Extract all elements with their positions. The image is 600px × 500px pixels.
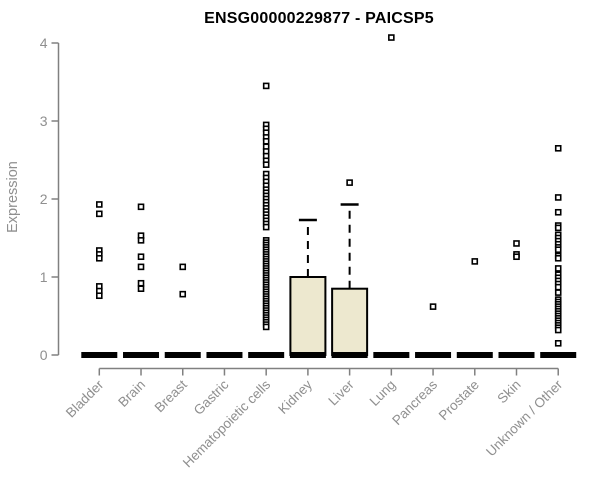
y-tick-label-1: 1 xyxy=(40,269,48,285)
data-point-hematopoietic-cells xyxy=(262,137,270,145)
data-point-breast xyxy=(179,263,187,271)
y-axis-title: Expression xyxy=(5,161,21,233)
x-tick-label-skin: Skin xyxy=(494,377,523,406)
data-point-unknown-other xyxy=(554,283,562,291)
data-point-prostate xyxy=(471,258,479,265)
data-point-liver xyxy=(346,179,353,186)
data-point-breast xyxy=(179,290,187,298)
data-point-lung xyxy=(388,34,395,41)
y-tick-label-0: 0 xyxy=(40,347,48,363)
data-point-unknown-other xyxy=(554,326,562,334)
y-tick-label-2: 2 xyxy=(40,191,48,207)
data-point-hematopoietic-cells xyxy=(262,323,270,331)
data-point-hematopoietic-cells xyxy=(262,82,270,90)
data-point-bladder xyxy=(96,254,103,262)
median-bar-gastric xyxy=(206,352,243,358)
data-point-unknown-other xyxy=(554,194,562,201)
median-bar-pancreas xyxy=(415,352,452,358)
data-point-bladder xyxy=(96,292,103,300)
chart-title: ENSG00000229877 - PAICSP5 xyxy=(204,10,434,27)
x-tick-label-liver: Liver xyxy=(325,377,357,409)
median-bar-skin xyxy=(498,352,535,358)
data-point-unknown-other xyxy=(554,208,562,216)
median-bar-liver xyxy=(331,352,368,358)
x-tick-label-brain: Brain xyxy=(115,377,148,410)
median-bar-breast xyxy=(164,352,201,358)
data-point-unknown-other xyxy=(554,265,562,272)
median-bar-kidney xyxy=(289,352,326,358)
data-point-brain xyxy=(137,279,145,287)
data-point-brain xyxy=(137,285,145,293)
box-liver xyxy=(331,287,369,357)
y-tick-label-3: 3 xyxy=(40,113,48,129)
x-tick-label-gastric: Gastric xyxy=(191,377,232,418)
data-point-skin xyxy=(513,253,520,261)
y-tick-label-4: 4 xyxy=(40,35,48,51)
x-tick-label-kidney: Kidney xyxy=(275,377,315,417)
data-point-pancreas xyxy=(429,303,437,310)
data-point-skin xyxy=(513,240,520,247)
x-tick-label-bladder: Bladder xyxy=(63,377,107,421)
box-kidney xyxy=(289,276,327,356)
data-point-unknown-other xyxy=(554,289,562,296)
x-tick-label-breast: Breast xyxy=(152,377,190,415)
median-bar-brain xyxy=(123,352,160,358)
data-point-unknown-other xyxy=(554,254,562,262)
data-point-unknown-other xyxy=(554,145,562,152)
data-point-unknown-other xyxy=(554,339,562,347)
data-point-unknown-other xyxy=(554,246,562,253)
x-tick-label-lung: Lung xyxy=(367,377,399,409)
data-point-hematopoietic-cells xyxy=(262,161,270,168)
data-point-hematopoietic-cells xyxy=(262,223,270,231)
data-point-brain xyxy=(137,263,145,271)
data-point-unknown-other xyxy=(554,224,562,232)
data-point-brain xyxy=(137,203,145,211)
x-tick-label-pancreas: Pancreas xyxy=(389,377,440,428)
x-tick-label-prostate: Prostate xyxy=(436,377,482,423)
x-tick-label-unknown-other: Unknown / Other xyxy=(483,377,566,460)
data-point-bladder xyxy=(96,210,103,218)
data-point-brain xyxy=(137,253,145,261)
median-bar-prostate xyxy=(456,352,493,358)
median-bar-bladder xyxy=(81,352,118,358)
data-point-bladder xyxy=(96,201,103,208)
median-bar-hematopoietic-cells xyxy=(248,352,285,358)
data-point-brain xyxy=(137,237,145,244)
median-bar-lung xyxy=(373,352,410,358)
median-bar-unknown-other xyxy=(540,352,577,358)
